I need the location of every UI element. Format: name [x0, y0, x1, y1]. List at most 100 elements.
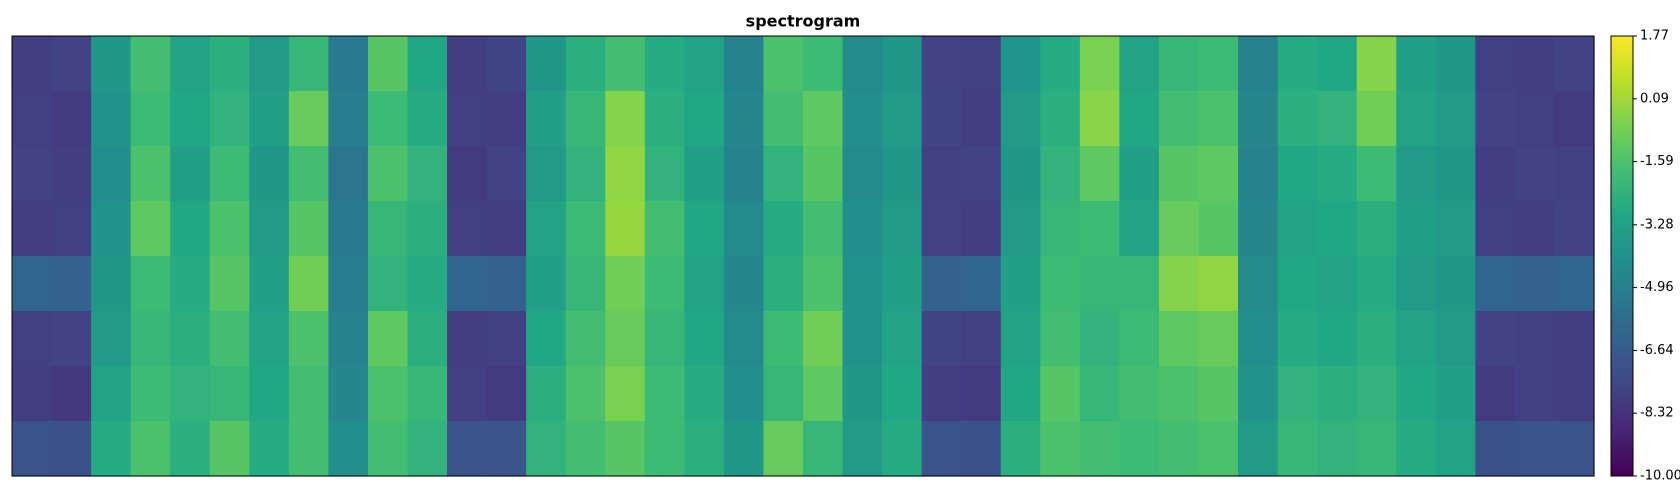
heatmap-cell [565, 36, 606, 92]
heatmap-cell [526, 366, 567, 422]
heatmap-cell [1554, 91, 1595, 147]
heatmap-cell [882, 421, 923, 477]
heatmap-cell [1317, 256, 1358, 312]
heatmap-cell [1000, 146, 1041, 202]
heatmap-cell [486, 366, 527, 422]
heatmap-cell [1040, 311, 1081, 367]
heatmap-cell [605, 146, 646, 202]
plot-frame [11, 35, 1595, 477]
heatmap-cell [209, 256, 250, 312]
heatmap [12, 36, 1595, 477]
heatmap-cell [803, 311, 844, 367]
heatmap-cell [1198, 36, 1239, 92]
heatmap-cell [1317, 311, 1358, 367]
heatmap-cell [1277, 146, 1318, 202]
heatmap-cell [1040, 201, 1081, 257]
heatmap-cell [447, 91, 488, 147]
heatmap-cell [1356, 36, 1397, 92]
heatmap-cell [644, 91, 685, 147]
heatmap-cell [1198, 311, 1239, 367]
heatmap-cell [1554, 36, 1595, 92]
heatmap-cell [961, 201, 1002, 257]
heatmap-cell [1396, 256, 1437, 312]
colorbar-tick-label: -8.32 [1640, 406, 1674, 421]
heatmap-cell [486, 91, 527, 147]
heatmap-cell [565, 91, 606, 147]
heatmap-cell [1158, 311, 1200, 367]
heatmap-cell [1158, 91, 1200, 147]
heatmap-cell [328, 36, 369, 92]
heatmap-cell [1435, 36, 1476, 92]
heatmap-cell [1277, 36, 1318, 92]
heatmap-cell [249, 366, 290, 422]
heatmap-cell [91, 146, 132, 202]
heatmap-cell [882, 311, 923, 367]
heatmap-cell [130, 366, 171, 422]
heatmap-cell [51, 366, 92, 422]
colorbar-tick-label: 1.77 [1640, 29, 1669, 44]
heatmap-cell [1475, 201, 1516, 257]
heatmap-cell [882, 366, 923, 422]
heatmap-cell [1079, 256, 1120, 312]
heatmap-cell [328, 256, 369, 312]
heatmap-cell [842, 256, 883, 312]
heatmap-cell [1040, 36, 1081, 92]
heatmap-cell [921, 366, 962, 422]
heatmap-cell [1040, 421, 1081, 477]
heatmap-cell [803, 146, 844, 202]
heatmap-cell [961, 91, 1002, 147]
heatmap-cell [1396, 366, 1437, 422]
heatmap-cell [51, 36, 92, 92]
heatmap-cell [1277, 311, 1318, 367]
heatmap-cell [882, 146, 923, 202]
heatmap-cell [51, 146, 92, 202]
heatmap-cell [605, 201, 646, 257]
heatmap-cell [526, 146, 567, 202]
heatmap-cell [249, 36, 290, 92]
chart-title: spectrogram [746, 12, 861, 31]
heatmap-cell [130, 421, 171, 477]
heatmap-cell [684, 311, 725, 367]
heatmap-cell [1435, 256, 1476, 312]
heatmap-cell [1040, 256, 1081, 312]
heatmap-cell [170, 311, 211, 367]
heatmap-cell [803, 421, 844, 477]
heatmap-cell [1277, 256, 1318, 312]
heatmap-cell [1435, 311, 1476, 367]
heatmap-cell [961, 146, 1002, 202]
heatmap-cell [526, 36, 567, 92]
heatmap-cell [249, 201, 290, 257]
heatmap-cell [12, 421, 53, 477]
heatmap-cell [1158, 201, 1200, 257]
heatmap-cell [921, 201, 962, 257]
heatmap-cell [1198, 421, 1239, 477]
heatmap-cell [684, 421, 725, 477]
heatmap-cell [288, 421, 329, 477]
heatmap-cell [723, 201, 765, 257]
heatmap-cell [763, 256, 804, 312]
heatmap-cell [130, 201, 171, 257]
heatmap-cell [486, 36, 527, 92]
heatmap-cell [1475, 36, 1516, 92]
heatmap-cell [526, 91, 567, 147]
heatmap-cell [1435, 421, 1476, 477]
heatmap-cell [1317, 91, 1358, 147]
heatmap-cell [407, 91, 448, 147]
heatmap-cell [447, 256, 488, 312]
heatmap-cell [91, 421, 132, 477]
heatmap-cell [1040, 146, 1081, 202]
heatmap-cell [486, 311, 527, 367]
heatmap-cell [1554, 421, 1595, 477]
heatmap-cell [565, 146, 606, 202]
heatmap-cell [1079, 36, 1120, 92]
heatmap-cell [961, 366, 1002, 422]
heatmap-cell [1475, 366, 1516, 422]
heatmap-cell [249, 256, 290, 312]
heatmap-cell [723, 256, 765, 312]
heatmap-cell [288, 366, 329, 422]
heatmap-cell [288, 311, 329, 367]
heatmap-cell [644, 146, 685, 202]
heatmap-cell [1514, 146, 1556, 202]
heatmap-cell [407, 421, 448, 477]
heatmap-cell [684, 201, 725, 257]
